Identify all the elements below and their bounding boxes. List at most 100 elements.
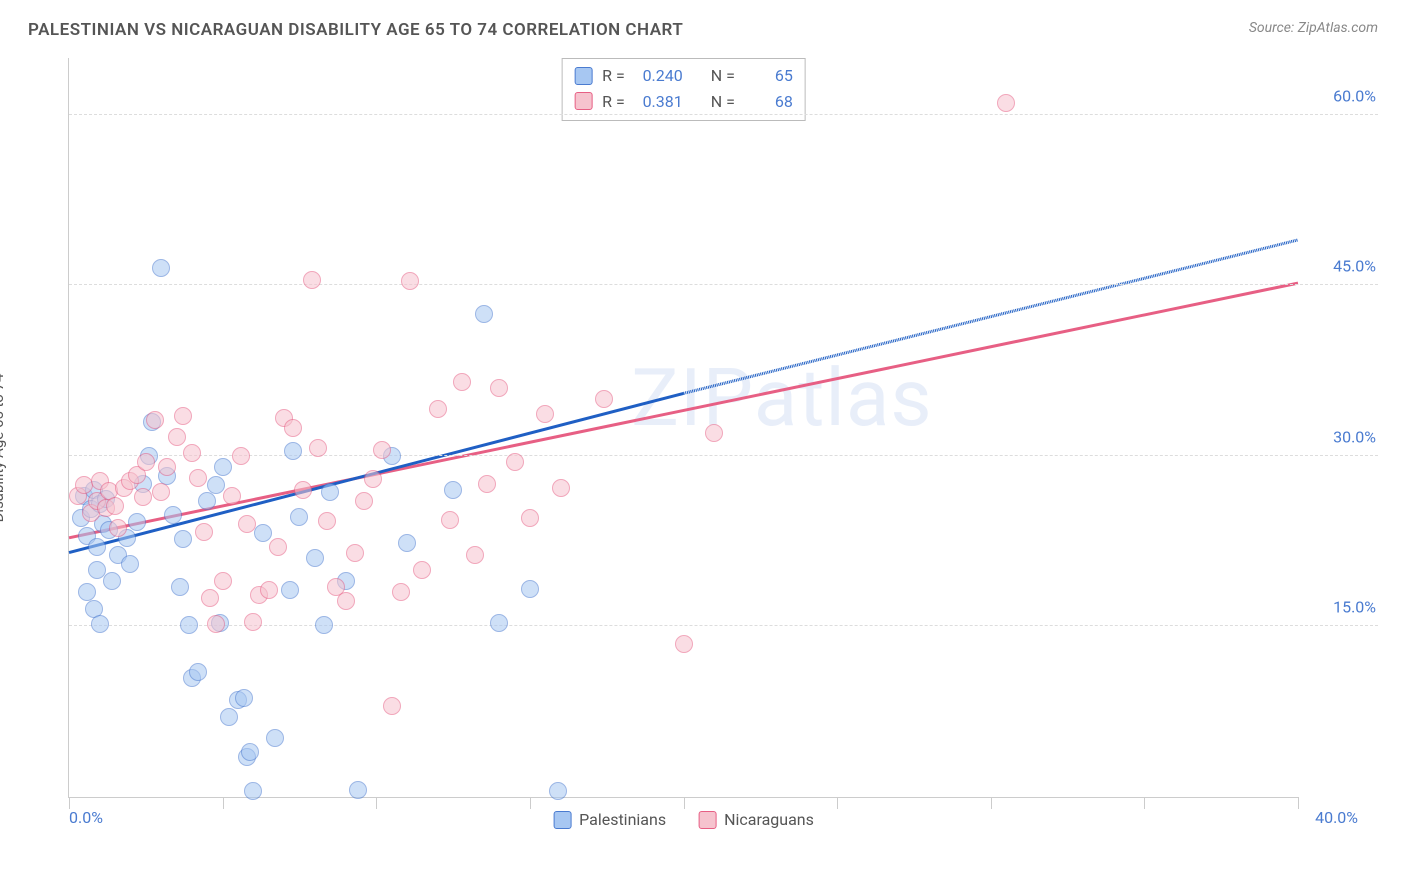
- y-tick-label: 45.0%: [1333, 257, 1376, 276]
- y-tick-label: 30.0%: [1333, 427, 1376, 446]
- data-point: [244, 782, 262, 800]
- data-point: [475, 305, 493, 323]
- data-point: [109, 519, 127, 537]
- data-point: [198, 492, 216, 510]
- x-tick: [69, 797, 70, 809]
- chart-title: PALESTINIAN VS NICARAGUAN DISABILITY AGE…: [28, 20, 683, 40]
- data-point: [137, 453, 155, 471]
- bottom-legend-label-0: Palestinians: [579, 810, 666, 829]
- legend-swatch-0: [574, 67, 592, 85]
- data-point: [373, 441, 391, 459]
- legend-r-value-1: 0.381: [635, 89, 683, 115]
- data-point: [429, 400, 447, 418]
- data-point: [180, 616, 198, 634]
- data-point: [260, 581, 278, 599]
- bottom-legend-item-0: Palestinians: [553, 810, 666, 829]
- legend-stats-row-0: R = 0.240 N = 65: [574, 63, 793, 89]
- data-point: [214, 572, 232, 590]
- grid-line: [69, 455, 1378, 456]
- x-tick: [223, 797, 224, 809]
- data-point: [294, 481, 312, 499]
- bottom-legend-item-1: Nicaraguans: [698, 810, 814, 829]
- y-tick-label: 60.0%: [1333, 86, 1376, 105]
- data-point: [506, 453, 524, 471]
- data-point: [315, 616, 333, 634]
- data-point: [364, 470, 382, 488]
- x-tick: [1298, 797, 1299, 809]
- data-point: [303, 271, 321, 289]
- data-point: [235, 689, 253, 707]
- chart-area: Disability Age 65 to 74 ZIPatlas R = 0.2…: [28, 48, 1378, 848]
- data-point: [174, 407, 192, 425]
- data-point: [152, 259, 170, 277]
- grid-line: [69, 625, 1378, 626]
- data-point: [549, 782, 567, 800]
- data-point: [490, 614, 508, 632]
- y-tick-label: 15.0%: [1333, 598, 1376, 617]
- x-tick: [991, 797, 992, 809]
- x-min-label: 0.0%: [69, 808, 103, 827]
- data-point: [244, 613, 262, 631]
- data-point: [134, 488, 152, 506]
- data-point: [401, 272, 419, 290]
- data-point: [413, 561, 431, 579]
- data-point: [195, 523, 213, 541]
- data-point: [552, 479, 570, 497]
- x-tick: [376, 797, 377, 809]
- legend-r-label: R =: [602, 63, 625, 89]
- data-point: [997, 94, 1015, 112]
- data-point: [214, 458, 232, 476]
- data-point: [241, 743, 259, 761]
- y-axis-label: Disability Age 65 to 74: [0, 374, 7, 523]
- data-point: [266, 729, 284, 747]
- legend-n-value-0: 65: [745, 63, 793, 89]
- data-point: [152, 483, 170, 501]
- grid-line: [69, 114, 1378, 115]
- x-max-label: 40.0%: [1315, 808, 1358, 827]
- x-tick: [530, 797, 531, 809]
- data-point: [392, 583, 410, 601]
- data-point: [490, 379, 508, 397]
- data-point: [121, 555, 139, 573]
- data-point: [223, 487, 241, 505]
- data-point: [346, 544, 364, 562]
- data-point: [91, 615, 109, 633]
- chart-header: PALESTINIAN VS NICARAGUAN DISABILITY AGE…: [28, 20, 1378, 40]
- bottom-legend: Palestinians Nicaraguans: [553, 810, 814, 829]
- data-point: [284, 419, 302, 437]
- data-point: [521, 580, 539, 598]
- data-point: [441, 511, 459, 529]
- data-point: [466, 546, 484, 564]
- data-point: [705, 424, 723, 442]
- legend-n-value-1: 68: [745, 89, 793, 115]
- bottom-legend-label-1: Nicaraguans: [724, 810, 814, 829]
- legend-r-label: R =: [602, 89, 625, 115]
- data-point: [383, 697, 401, 715]
- data-point: [355, 492, 373, 510]
- data-point: [207, 615, 225, 633]
- data-point: [478, 475, 496, 493]
- data-point: [88, 561, 106, 579]
- data-point: [88, 538, 106, 556]
- data-point: [171, 578, 189, 596]
- legend-swatch-icon: [553, 811, 571, 829]
- data-point: [174, 530, 192, 548]
- data-point: [269, 538, 287, 556]
- legend-n-label: N =: [711, 63, 735, 89]
- grid-line: [69, 284, 1378, 285]
- data-point: [158, 458, 176, 476]
- x-tick: [837, 797, 838, 809]
- data-point: [168, 428, 186, 446]
- data-point: [183, 444, 201, 462]
- data-point: [309, 439, 327, 457]
- data-point: [595, 390, 613, 408]
- legend-r-value-0: 0.240: [635, 63, 683, 89]
- data-point: [349, 781, 367, 799]
- legend-stats-box: R = 0.240 N = 65 R = 0.381 N = 68: [561, 58, 806, 121]
- data-point: [337, 592, 355, 610]
- data-point: [318, 512, 336, 530]
- chart-container: PALESTINIAN VS NICARAGUAN DISABILITY AGE…: [0, 0, 1406, 892]
- data-point: [128, 513, 146, 531]
- legend-swatch-icon: [698, 811, 716, 829]
- legend-swatch-1: [574, 92, 592, 110]
